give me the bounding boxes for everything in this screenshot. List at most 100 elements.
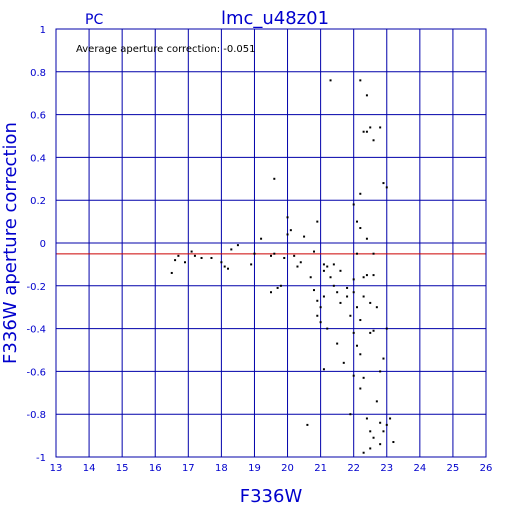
data-point: [346, 295, 349, 298]
plot-corner-label: PC: [85, 12, 103, 28]
data-point: [236, 244, 239, 247]
plot-frame: [55, 28, 487, 458]
data-point: [356, 344, 358, 347]
y-tick-label: -0.8: [26, 410, 46, 421]
data-point: [293, 254, 296, 257]
data-point: [322, 295, 325, 298]
data-point: [365, 130, 368, 133]
data-point: [303, 235, 306, 238]
y-tick-label: 1: [40, 25, 46, 36]
data-point: [379, 443, 382, 446]
data-point: [382, 357, 385, 360]
data-point: [253, 252, 256, 255]
data-point: [329, 276, 332, 279]
data-point: [352, 374, 355, 377]
x-tick-label: 24: [413, 463, 426, 474]
y-tick-label: -0.6: [26, 367, 46, 378]
data-point: [352, 203, 355, 206]
data-point: [382, 430, 385, 433]
y-tick-label: 0: [40, 239, 46, 250]
data-point: [359, 319, 362, 322]
data-point: [193, 254, 196, 257]
data-point: [372, 252, 375, 255]
data-point: [190, 250, 193, 253]
data-point: [326, 265, 329, 268]
data-point: [389, 417, 392, 420]
grid-lines: [55, 28, 487, 458]
data-point: [365, 417, 368, 420]
data-point: [369, 331, 372, 334]
data-point: [276, 286, 279, 289]
x-axis-label: F336W: [240, 486, 303, 507]
data-point: [385, 423, 388, 426]
data-point: [336, 291, 339, 294]
data-point: [200, 256, 203, 259]
data-point: [177, 254, 180, 257]
data-point: [332, 284, 335, 287]
x-tick-label: 22: [347, 463, 360, 474]
data-point: [356, 220, 358, 223]
data-point: [270, 254, 272, 257]
data-point: [352, 291, 355, 294]
data-point: [322, 269, 325, 272]
data-point: [385, 186, 388, 189]
x-tick-label: 21: [314, 463, 327, 474]
x-tick-label: 13: [50, 463, 63, 474]
data-point: [316, 220, 319, 223]
data-point: [286, 233, 289, 236]
average-annotation: Average aperture correction: -0.051: [76, 44, 256, 55]
data-point: [372, 436, 375, 439]
data-point: [283, 256, 286, 259]
data-point: [362, 276, 365, 279]
data-point: [332, 263, 335, 266]
data-points: [170, 79, 395, 454]
y-tick-label: 0.6: [30, 111, 46, 122]
y-tick-label: -1: [36, 453, 46, 464]
x-tick-label: 26: [480, 463, 493, 474]
data-point: [227, 267, 229, 270]
data-point: [385, 327, 388, 330]
data-point: [365, 237, 368, 240]
data-point: [372, 139, 375, 142]
data-point: [369, 430, 372, 433]
data-point: [362, 130, 365, 133]
data-point: [296, 265, 299, 268]
data-point: [336, 342, 339, 345]
data-point: [329, 79, 332, 82]
data-point: [359, 192, 362, 195]
data-point: [356, 306, 358, 309]
data-point: [286, 216, 289, 219]
x-tick-label: 15: [116, 463, 129, 474]
data-point: [289, 229, 292, 232]
y-axis-label: F336W aperture correction: [0, 122, 21, 364]
y-tick-label: -0.2: [26, 282, 46, 293]
x-tick-label: 14: [83, 463, 96, 474]
data-point: [299, 261, 302, 264]
data-point: [372, 274, 375, 277]
data-point: [369, 301, 372, 304]
data-point: [379, 126, 382, 129]
data-point: [220, 261, 223, 264]
data-point: [326, 327, 329, 330]
data-point: [316, 299, 319, 302]
y-tick-label: 0.4: [30, 153, 46, 164]
data-point: [316, 314, 319, 317]
x-tick-label: 19: [248, 463, 261, 474]
data-point: [260, 237, 263, 240]
data-point: [279, 284, 282, 287]
data-point: [349, 413, 352, 416]
data-point: [210, 256, 213, 259]
data-point: [356, 252, 358, 255]
y-tick-label: 0.2: [30, 196, 46, 207]
data-point: [250, 263, 253, 266]
x-tick-label: 23: [380, 463, 393, 474]
data-point: [365, 274, 368, 277]
data-point: [346, 286, 349, 289]
data-point: [270, 291, 272, 294]
data-point: [379, 370, 382, 373]
data-point: [319, 306, 322, 309]
y-tick-label: 0.8: [30, 68, 46, 79]
data-point: [359, 353, 362, 356]
data-point: [170, 271, 173, 274]
